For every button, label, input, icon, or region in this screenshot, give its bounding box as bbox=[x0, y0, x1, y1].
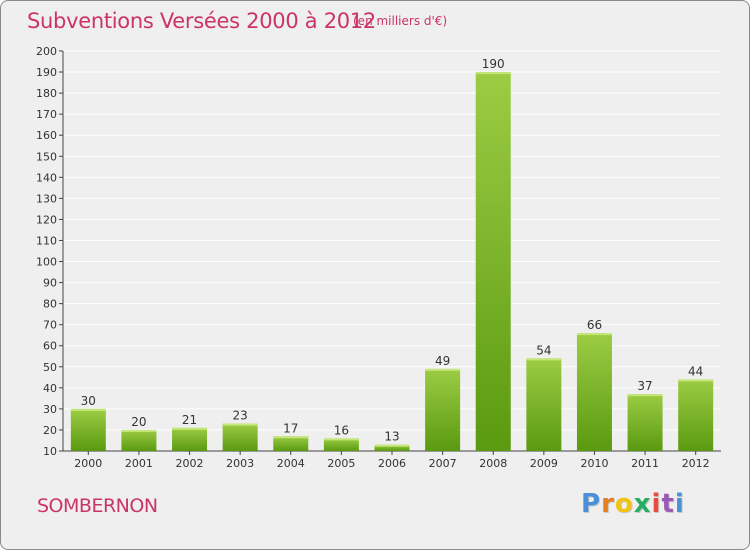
x-tick-label-2005: 2005 bbox=[327, 457, 355, 470]
y-tick-label: 30 bbox=[43, 403, 57, 416]
x-tick-label-2001: 2001 bbox=[125, 457, 153, 470]
bar-2003 bbox=[222, 423, 258, 451]
logo-letter: t bbox=[661, 489, 675, 519]
bar-2001 bbox=[121, 429, 157, 451]
bar-highlight bbox=[273, 436, 309, 439]
bar-highlight bbox=[627, 394, 663, 397]
y-tick-label: 10 bbox=[43, 445, 57, 458]
value-label-2008: 190 bbox=[482, 57, 505, 71]
y-tick-label: 120 bbox=[36, 213, 57, 226]
value-label-2009: 54 bbox=[536, 343, 551, 357]
value-label-2003: 23 bbox=[233, 409, 248, 423]
x-tick-label-2004: 2004 bbox=[277, 457, 305, 470]
bar-highlight bbox=[678, 379, 714, 382]
y-tick-label: 110 bbox=[36, 234, 57, 247]
bar-2006 bbox=[374, 444, 410, 451]
chart-title: Subventions Versées 2000 à 2012 bbox=[27, 9, 376, 33]
y-tick-label: 60 bbox=[43, 340, 57, 353]
value-label-2012: 44 bbox=[688, 364, 703, 378]
y-tick-label: 70 bbox=[43, 319, 57, 332]
bar-highlight bbox=[526, 358, 562, 361]
chart-subtitle: (en milliers d'€) bbox=[353, 14, 448, 28]
y-tick-label: 170 bbox=[36, 108, 57, 121]
y-tick-label: 20 bbox=[43, 424, 57, 437]
x-tick-label-2006: 2006 bbox=[378, 457, 406, 470]
location-name: SOMBERNON bbox=[37, 495, 158, 517]
y-tick-label: 200 bbox=[36, 45, 57, 58]
bar-2012 bbox=[678, 379, 714, 451]
value-labels: 30 20 21 23 17 16 13 49 190 54 66 37 44 bbox=[81, 57, 704, 444]
y-tick-label: 150 bbox=[36, 150, 57, 163]
x-tick-label-2003: 2003 bbox=[226, 457, 254, 470]
bar-highlight bbox=[70, 408, 106, 411]
bars bbox=[70, 72, 714, 451]
value-label-2005: 16 bbox=[334, 423, 349, 437]
logo-letter: r bbox=[601, 489, 615, 519]
value-label-2001: 20 bbox=[131, 415, 146, 429]
x-tick-label-2011: 2011 bbox=[631, 457, 659, 470]
value-label-2011: 37 bbox=[637, 379, 652, 393]
bar-highlight bbox=[323, 438, 359, 441]
y-tick-label: 100 bbox=[36, 256, 57, 269]
y-tick-label: 80 bbox=[43, 298, 57, 311]
bar-highlight bbox=[222, 423, 258, 426]
proxiti-logo: Proxiti bbox=[581, 489, 685, 519]
value-label-2007: 49 bbox=[435, 354, 450, 368]
y-tick-label: 190 bbox=[36, 66, 57, 79]
logo-letter: P bbox=[581, 489, 602, 519]
bar-highlight bbox=[425, 368, 461, 371]
bar-highlight bbox=[475, 72, 511, 75]
bar-2010 bbox=[576, 333, 612, 451]
value-label-2010: 66 bbox=[587, 318, 602, 332]
y-tick-label: 140 bbox=[36, 171, 57, 184]
y-tick-label: 50 bbox=[43, 361, 57, 374]
bar-2000 bbox=[70, 408, 106, 451]
logo-letter: x bbox=[633, 489, 652, 519]
bar-highlight bbox=[121, 429, 157, 432]
x-tick-label-2002: 2002 bbox=[176, 457, 204, 470]
axes bbox=[59, 50, 721, 455]
bar-2008 bbox=[475, 72, 511, 451]
value-label-2000: 30 bbox=[81, 394, 96, 408]
value-label-2006: 13 bbox=[384, 430, 399, 444]
bar-2005 bbox=[323, 438, 359, 451]
bar-2009 bbox=[526, 358, 562, 451]
y-tick-labels: 10 20 30 40 50 60 70 80 90 100 110 120 130 140 150 160 1… bbox=[36, 45, 57, 458]
x-tick-label-2008: 2008 bbox=[479, 457, 507, 470]
x-tick-label-2010: 2010 bbox=[580, 457, 608, 470]
bar-highlight bbox=[172, 427, 208, 430]
y-tick-label: 90 bbox=[43, 277, 57, 290]
bar-2007 bbox=[425, 368, 461, 451]
y-tick-label: 130 bbox=[36, 192, 57, 205]
bar-2004 bbox=[273, 436, 309, 451]
bar-2011 bbox=[627, 394, 663, 451]
logo-letter: o bbox=[614, 489, 634, 519]
bar-highlight bbox=[374, 444, 410, 447]
x-tick-label-2012: 2012 bbox=[682, 457, 710, 470]
bar-highlight bbox=[576, 333, 612, 336]
x-tick-label-2007: 2007 bbox=[429, 457, 457, 470]
x-tick-label-2000: 2000 bbox=[74, 457, 102, 470]
logo-letter: i bbox=[651, 489, 662, 519]
x-tick-labels: 2000 2001 2002 2003 2004 2005 2006 2007 2008 2009… bbox=[74, 457, 709, 470]
value-label-2004: 17 bbox=[283, 421, 298, 435]
bar-2002 bbox=[172, 427, 208, 451]
grid-lines bbox=[63, 50, 721, 452]
value-label-2002: 21 bbox=[182, 413, 197, 427]
y-tick-label: 160 bbox=[36, 129, 57, 142]
logo-letter: i bbox=[674, 489, 685, 519]
y-tick-label: 180 bbox=[36, 87, 57, 100]
x-tick-label-2009: 2009 bbox=[530, 457, 558, 470]
y-tick-label: 40 bbox=[43, 382, 57, 395]
